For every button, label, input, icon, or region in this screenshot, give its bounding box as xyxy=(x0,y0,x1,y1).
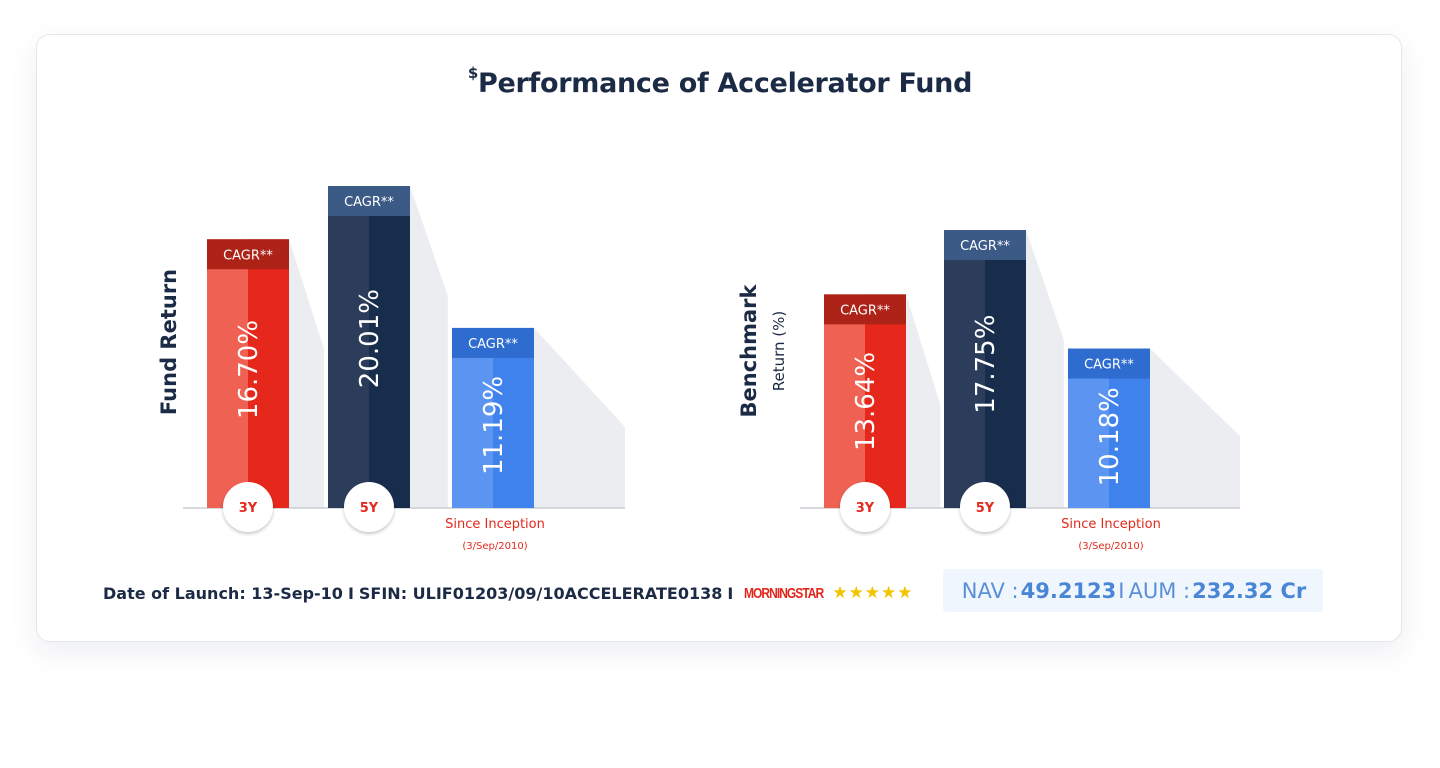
category-label: 3Y xyxy=(239,501,258,516)
period-badge xyxy=(223,482,273,532)
bar-cap xyxy=(944,230,1026,260)
nav-value: 49.2123 xyxy=(1020,578,1117,603)
separator: I xyxy=(347,583,354,603)
y-axis-sublabel: Return (%) xyxy=(770,311,788,392)
bar-shadow xyxy=(1026,230,1064,508)
morningstar-logo: MORNINGSTAR xyxy=(744,584,824,602)
sfin-code: SFIN: ULIF01203/09/10ACCELERATE0138 xyxy=(358,583,723,603)
aum-value: 232.32 Cr xyxy=(1192,578,1307,603)
aum-label: AUM : xyxy=(1128,578,1191,603)
cap-label: CAGR** xyxy=(960,239,1010,254)
data-label: 13.64% xyxy=(851,352,881,451)
bar-cap xyxy=(328,186,410,216)
bar-shadow xyxy=(410,186,448,508)
bar-shadow xyxy=(1150,348,1240,508)
bar-cap xyxy=(452,327,534,358)
category-label: Since Inception xyxy=(1061,517,1161,532)
bar-shadow xyxy=(906,294,941,508)
data-label: 16.70% xyxy=(234,320,264,419)
bar-left-face xyxy=(944,230,985,508)
data-label: 11.19% xyxy=(479,376,509,475)
category-label: Since Inception xyxy=(445,517,545,532)
cap-label: CAGR** xyxy=(468,337,518,352)
cap-label: CAGR** xyxy=(223,248,273,263)
data-label: 10.18% xyxy=(1095,387,1125,486)
bar-cap xyxy=(207,239,289,270)
bar-cap xyxy=(824,294,906,325)
chart-1: CAGR** 16.70% 3Y CAGR** 20.01% 5Y CAGR** 11.19%… xyxy=(157,186,625,552)
bar-left-face xyxy=(824,294,865,508)
bar-right-face xyxy=(369,186,410,508)
bar-right-face xyxy=(248,239,289,508)
cap-label: CAGR** xyxy=(840,303,890,318)
bar-shadow xyxy=(534,327,625,508)
category-label: 5Y xyxy=(976,501,995,516)
bar-right-face xyxy=(865,294,906,508)
period-badge xyxy=(840,482,890,532)
y-axis-label: Fund Return xyxy=(157,269,181,415)
chart-2: CAGR** 13.64% 3Y CAGR** 17.75% 5Y CAGR** 10.18%… xyxy=(737,230,1240,552)
period-badge xyxy=(344,482,394,532)
bar-right-face xyxy=(985,230,1026,508)
nav-aum-box: NAV : 49.2123 I AUM : 232.32 Cr xyxy=(943,569,1323,612)
cap-label: CAGR** xyxy=(1084,358,1134,373)
rating-stars: ★★★★★ xyxy=(832,583,914,603)
cap-label: CAGR** xyxy=(344,195,394,210)
bar-right-face xyxy=(493,327,534,508)
nav-label: NAV : xyxy=(961,578,1019,603)
category-label: 3Y xyxy=(856,501,875,516)
bar-left-face xyxy=(452,327,493,508)
bar-cap xyxy=(1068,348,1150,379)
bar-shadow xyxy=(289,239,325,508)
data-label: 17.75% xyxy=(971,315,1001,414)
title-text: Performance of Accelerator Fund xyxy=(478,68,973,99)
launch-date: Date of Launch: 13-Sep-10 xyxy=(103,583,343,603)
category-note: (3/Sep/2010) xyxy=(462,541,527,552)
category-note: (3/Sep/2010) xyxy=(1078,541,1143,552)
page-title: $Performance of Accelerator Fund xyxy=(0,64,1440,99)
separator: I xyxy=(1118,578,1125,603)
bar-left-face xyxy=(328,186,369,508)
fund-details: Date of Launch: 13-Sep-10 I SFIN: ULIF01… xyxy=(103,583,914,603)
data-label: 20.01% xyxy=(355,289,385,388)
y-axis-label: Benchmark xyxy=(737,283,761,417)
bar-left-face xyxy=(207,239,248,508)
separator: I xyxy=(727,583,734,603)
title-symbol: $ xyxy=(467,64,479,82)
category-label: 5Y xyxy=(360,501,379,516)
period-badge xyxy=(960,482,1010,532)
